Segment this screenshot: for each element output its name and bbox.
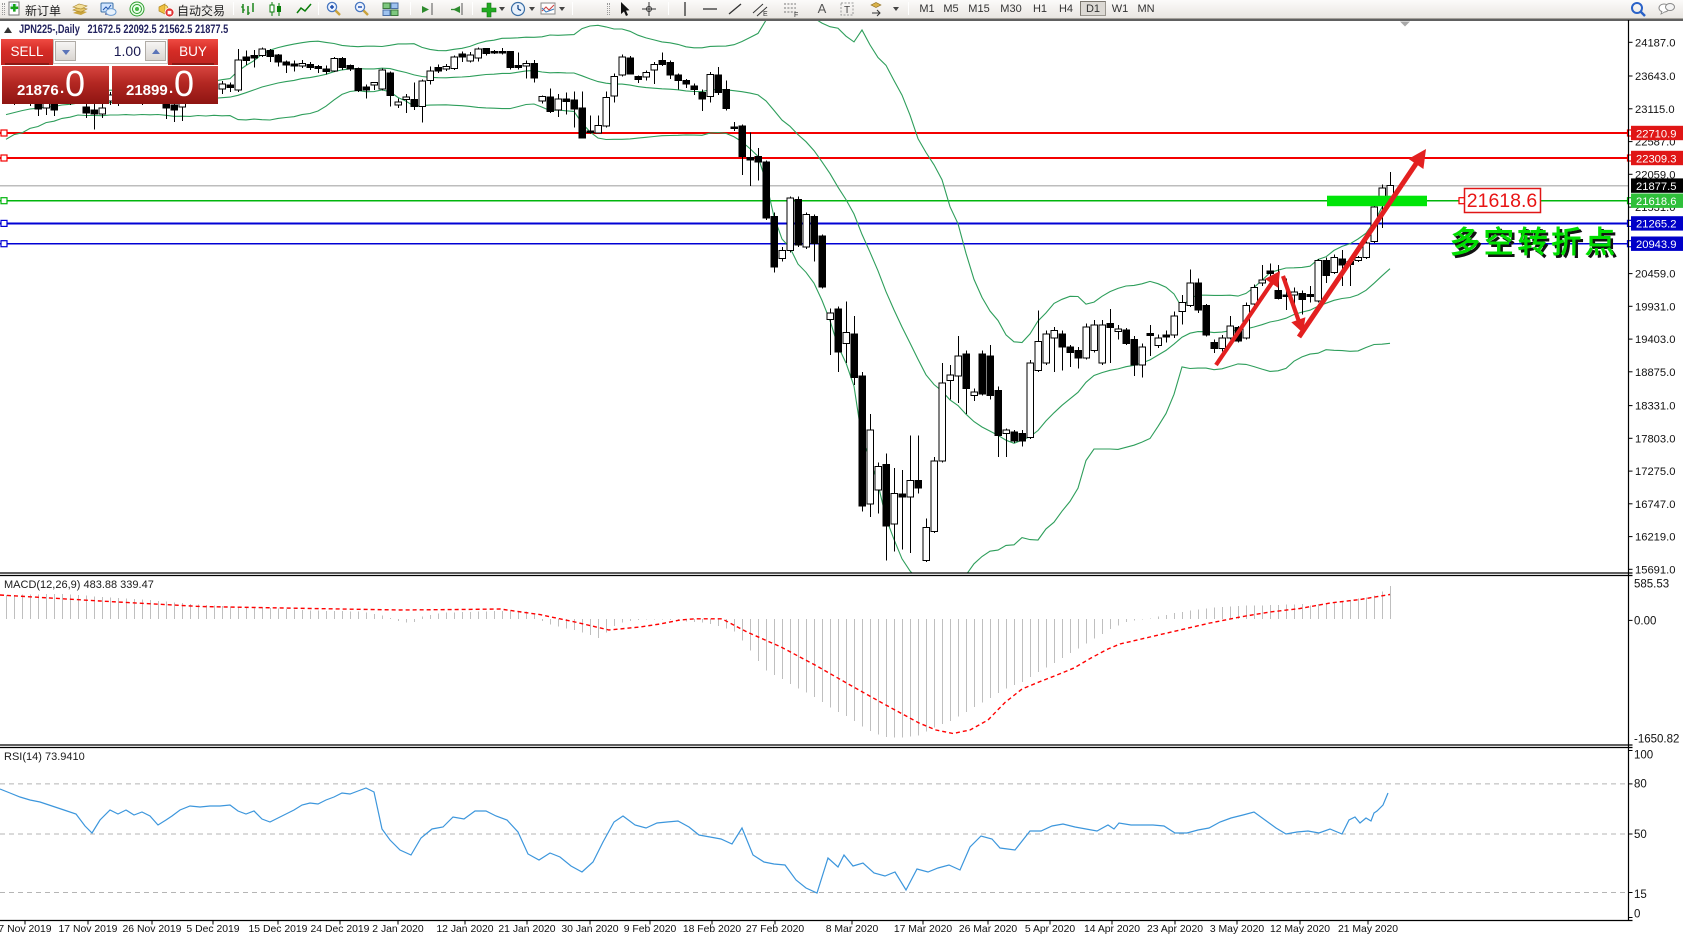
svg-text:3 May 2020: 3 May 2020	[1210, 924, 1265, 935]
svg-text:22309.3: 22309.3	[1636, 153, 1676, 165]
svg-text:19931.0: 19931.0	[1635, 301, 1675, 313]
svg-text:12 May 2020: 12 May 2020	[1270, 924, 1330, 935]
svg-text:5 Dec 2019: 5 Dec 2019	[186, 924, 239, 935]
svg-text:9 Feb 2020: 9 Feb 2020	[624, 924, 677, 935]
svg-text:15: 15	[1634, 889, 1647, 901]
svg-text:F: F	[794, 12, 798, 18]
svg-text:17275.0: 17275.0	[1635, 466, 1675, 478]
svg-text:15691.0: 15691.0	[1635, 564, 1675, 576]
svg-text:24187.0: 24187.0	[1635, 37, 1675, 49]
svg-text:585.53: 585.53	[1634, 579, 1669, 591]
svg-text:E: E	[763, 11, 768, 18]
svg-text:23115.0: 23115.0	[1635, 104, 1675, 116]
svg-text:16747.0: 16747.0	[1635, 499, 1675, 511]
svg-text:-1650.82: -1650.82	[1634, 733, 1679, 745]
svg-text:T: T	[844, 5, 850, 16]
svg-text:17 Mar 2020: 17 Mar 2020	[894, 924, 953, 935]
svg-text:21265.2: 21265.2	[1636, 219, 1676, 231]
svg-text:18875.0: 18875.0	[1635, 367, 1675, 379]
svg-text:多空转折点: 多空转折点	[1450, 227, 1615, 260]
svg-text:0.00: 0.00	[1634, 615, 1656, 627]
svg-text:0: 0	[1634, 909, 1640, 921]
svg-text:30 Jan 2020: 30 Jan 2020	[561, 924, 618, 935]
svg-text:21877.5: 21877.5	[1636, 181, 1676, 193]
svg-text:2 Jan 2020: 2 Jan 2020	[372, 924, 424, 935]
svg-text:24 Dec 2019: 24 Dec 2019	[311, 924, 370, 935]
svg-text:80: 80	[1634, 779, 1647, 791]
svg-text:100: 100	[1634, 750, 1653, 762]
svg-text:20943.9: 20943.9	[1636, 239, 1676, 251]
svg-text:多空转折点: 多空转折点	[1453, 229, 1618, 262]
svg-text:RSI(14) 73.9410: RSI(14) 73.9410	[4, 751, 85, 763]
svg-text:21 Jan 2020: 21 Jan 2020	[498, 924, 555, 935]
svg-text:21 May 2020: 21 May 2020	[1338, 924, 1398, 935]
svg-text:12 Jan 2020: 12 Jan 2020	[436, 924, 493, 935]
svg-text:7 Nov 2019: 7 Nov 2019	[0, 924, 52, 935]
svg-text:26 Nov 2019: 26 Nov 2019	[123, 924, 182, 935]
svg-text:19403.0: 19403.0	[1635, 334, 1675, 346]
svg-text:21618.6: 21618.6	[1636, 196, 1676, 208]
svg-text:26 Mar 2020: 26 Mar 2020	[959, 924, 1018, 935]
svg-text:14 Apr 2020: 14 Apr 2020	[1084, 924, 1140, 935]
svg-text:22710.9: 22710.9	[1636, 128, 1676, 140]
svg-text:21618.6: 21618.6	[1467, 190, 1538, 212]
svg-text:22059.0: 22059.0	[1635, 169, 1675, 181]
svg-text:5 Apr 2020: 5 Apr 2020	[1025, 924, 1075, 935]
svg-text:18 Feb 2020: 18 Feb 2020	[683, 924, 742, 935]
svg-text:8 Mar 2020: 8 Mar 2020	[826, 924, 879, 935]
svg-text:18331.0: 18331.0	[1635, 401, 1675, 413]
svg-text:20459.0: 20459.0	[1635, 269, 1675, 281]
svg-text:50: 50	[1634, 829, 1647, 841]
svg-text:15 Dec 2019: 15 Dec 2019	[249, 924, 308, 935]
svg-text:27 Feb 2020: 27 Feb 2020	[746, 924, 805, 935]
svg-text:MACD(12,26,9) 483.88 339.47: MACD(12,26,9) 483.88 339.47	[4, 579, 154, 591]
svg-text:17803.0: 17803.0	[1635, 433, 1675, 445]
svg-text:23 Apr 2020: 23 Apr 2020	[1147, 924, 1203, 935]
svg-text:16219.0: 16219.0	[1635, 532, 1675, 544]
svg-text:23643.0: 23643.0	[1635, 71, 1675, 83]
svg-text:17 Nov 2019: 17 Nov 2019	[59, 924, 118, 935]
